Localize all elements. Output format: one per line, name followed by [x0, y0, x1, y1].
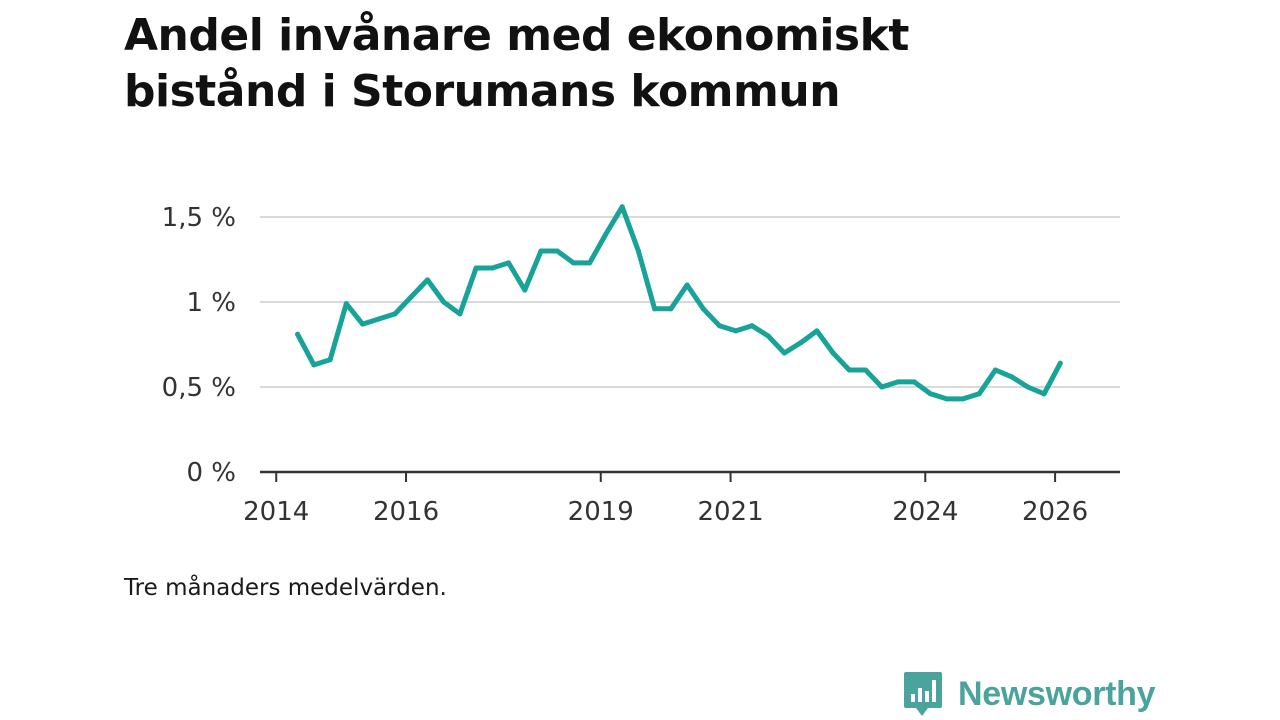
data-point — [635, 248, 641, 254]
data-point — [1057, 360, 1063, 366]
data-point — [424, 277, 430, 283]
data-point — [587, 260, 593, 266]
data-point — [765, 333, 771, 339]
chart-title-line-2: bistånd i Storumans kommun — [124, 66, 841, 117]
data-point — [554, 248, 560, 254]
data-point — [1025, 384, 1031, 390]
x-tick-label: 2019 — [568, 497, 634, 527]
data-point — [506, 260, 512, 266]
data-point — [327, 357, 333, 363]
data-point — [295, 331, 301, 337]
data-point — [814, 328, 820, 334]
y-tick-label: 0,5 % — [162, 373, 236, 403]
series-line-0 — [295, 204, 1063, 402]
data-point — [522, 287, 528, 293]
data-point — [798, 340, 804, 346]
data-point — [749, 323, 755, 329]
data-point — [684, 282, 690, 288]
data-point — [668, 306, 674, 312]
data-point — [619, 204, 625, 210]
y-tick-label: 0 % — [186, 458, 236, 488]
data-point — [441, 299, 447, 305]
data-point — [457, 311, 463, 317]
data-point — [927, 391, 933, 397]
data-point — [976, 391, 982, 397]
data-point — [376, 316, 382, 322]
data-point — [473, 265, 479, 271]
data-point — [944, 396, 950, 402]
chart-title: Andel invånare med ekonomiskt bistånd i … — [124, 8, 1124, 120]
data-point — [911, 379, 917, 385]
data-point — [960, 396, 966, 402]
data-point — [408, 294, 414, 300]
data-point — [360, 321, 366, 327]
data-point — [700, 306, 706, 312]
newsworthy-logo-icon — [904, 672, 942, 716]
y-tick-label: 1,5 % — [162, 203, 236, 233]
data-point — [733, 328, 739, 334]
x-tick-label: 2026 — [1022, 497, 1088, 527]
data-point — [830, 350, 836, 356]
chart-footnote: Tre månaders medelvärden. — [124, 575, 447, 601]
chart-title-line-1: Andel invånare med ekonomiskt — [124, 10, 909, 61]
y-tick-label: 1 % — [186, 288, 236, 318]
brand-name: Newsworthy — [958, 674, 1156, 713]
x-tick-label: 2014 — [243, 497, 309, 527]
data-point — [603, 231, 609, 237]
data-point — [538, 248, 544, 254]
data-point — [895, 379, 901, 385]
x-tick-label: 2021 — [697, 497, 763, 527]
data-point — [879, 384, 885, 390]
data-point — [846, 367, 852, 373]
data-point — [863, 367, 869, 373]
data-point — [311, 362, 317, 368]
data-point — [570, 260, 576, 266]
data-point — [489, 265, 495, 271]
x-tick-label: 2016 — [373, 497, 439, 527]
data-point — [1041, 391, 1047, 397]
data-point — [992, 367, 998, 373]
data-point — [781, 350, 787, 356]
data-point — [717, 323, 723, 329]
data-point — [652, 306, 658, 312]
data-point — [392, 311, 398, 317]
x-tick-label: 2024 — [892, 497, 958, 527]
brand-logo: Newsworthy — [902, 670, 1156, 718]
data-point — [343, 301, 349, 307]
data-point — [1009, 374, 1015, 380]
